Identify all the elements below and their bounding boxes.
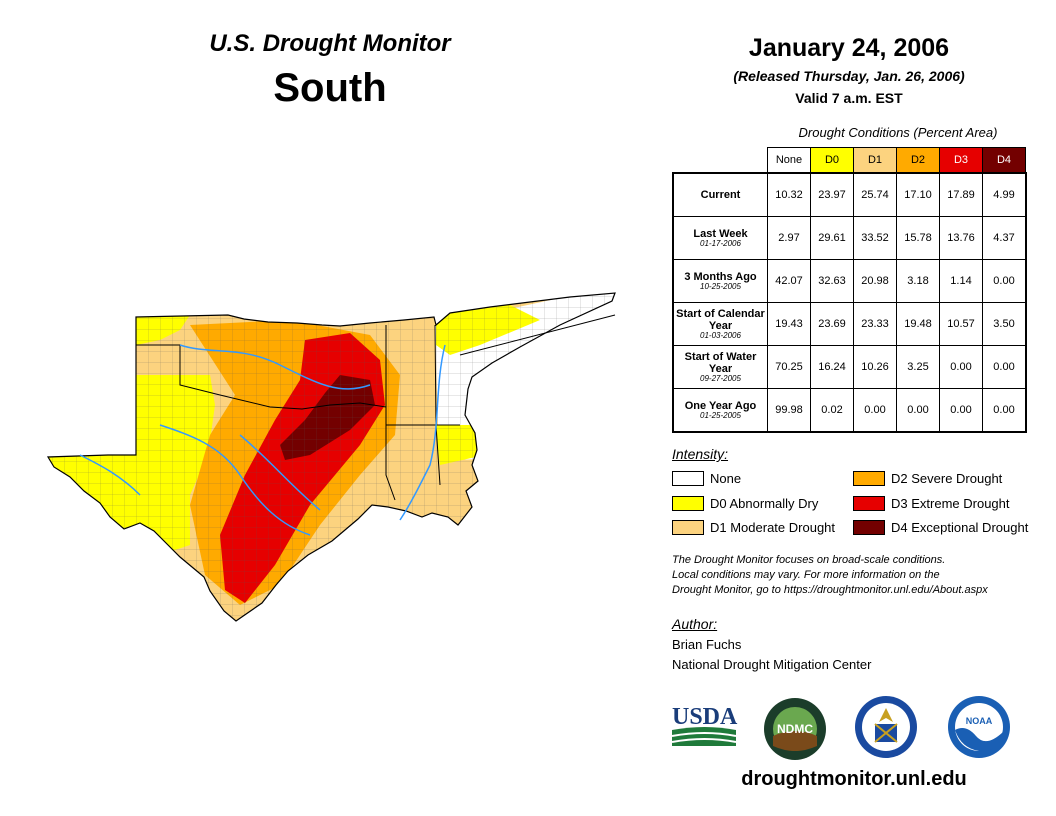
- drought-map: [46, 292, 616, 622]
- table-cell: 3.25: [896, 345, 940, 389]
- table-cell: 10.57: [939, 302, 983, 346]
- ok-tx-border: [136, 344, 387, 410]
- legend-item-d0: D0 Abnormally Dry: [672, 496, 818, 511]
- ndmc-logo: NDMC: [764, 698, 826, 760]
- col-header-d0: D0: [810, 147, 854, 173]
- row-label: 3 Months Ago 10-25-2005: [672, 259, 768, 303]
- table-cell: 15.78: [896, 216, 940, 260]
- table-cell: 19.43: [767, 302, 811, 346]
- col-header-d1: D1: [853, 147, 897, 173]
- svg-text:NDMC: NDMC: [777, 722, 813, 736]
- row-label: Start of Water Year 09-27-2005: [672, 345, 768, 389]
- table-cell: 0.00: [896, 388, 940, 433]
- legend-swatch: [672, 496, 704, 511]
- table-row: 3 Months Ago 10-25-2005 42.07 32.63 20.98 3.1…: [672, 259, 1027, 303]
- svg-text:NOAA: NOAA: [966, 716, 993, 726]
- legend-swatch: [672, 471, 704, 486]
- valid-time: Valid 7 a.m. EST: [795, 90, 903, 106]
- svg-text:USDA: USDA: [672, 704, 738, 730]
- legend-item-d2: D2 Severe Drought: [853, 471, 1002, 486]
- rio-grande: [79, 454, 141, 496]
- col-header-d4: D4: [982, 147, 1026, 173]
- col-header-d2: D2: [896, 147, 940, 173]
- red-river: [179, 344, 371, 390]
- legend-item-d4: D4 Exceptional Drought: [853, 520, 1028, 535]
- row-label: One Year Ago 01-25-2005: [672, 388, 768, 433]
- table-cell: 0.00: [939, 345, 983, 389]
- table-cell: 0.00: [982, 345, 1027, 389]
- table-cell: 17.10: [896, 172, 940, 217]
- legend-title: Intensity:: [672, 446, 729, 462]
- table-cell: 17.89: [939, 172, 983, 217]
- commerce-seal: [855, 696, 917, 758]
- mississippi-river: [399, 344, 446, 521]
- table-cell: 4.99: [982, 172, 1027, 217]
- ar-la-border: [385, 325, 396, 501]
- region-outline: [46, 292, 616, 622]
- table-cell: 19.48: [896, 302, 940, 346]
- row-label: Last Week 01-17-2006: [672, 216, 768, 260]
- table-cell: 99.98: [767, 388, 811, 433]
- table-cell: 70.25: [767, 345, 811, 389]
- table-cell: 0.00: [982, 388, 1027, 433]
- table-cell: 10.32: [767, 172, 811, 217]
- website-link[interactable]: droughtmonitor.unl.edu: [741, 768, 967, 790]
- map-title: U.S. Drought Monitor: [209, 30, 451, 57]
- table-cell: 0.02: [810, 388, 854, 433]
- region-title: South: [273, 66, 387, 110]
- table-cell: 3.18: [896, 259, 940, 303]
- row-label: Start of Calendar Year 01-03-2006: [672, 302, 768, 346]
- table-cell: 2.97: [767, 216, 811, 260]
- table-cell: 3.50: [982, 302, 1027, 346]
- conditions-table: Current 10.32 23.97 25.74 17.10 17.89 4.99 Last…: [672, 172, 1027, 433]
- table-cell: 42.07: [767, 259, 811, 303]
- about-link[interactable]: Drought Monitor, go to https://droughtmo…: [672, 584, 988, 596]
- release-date: (Released Thursday, Jan. 26, 2006): [733, 68, 965, 84]
- table-cell: 25.74: [853, 172, 897, 217]
- author-name: Brian Fuchs: [672, 637, 742, 652]
- table-cell: 0.00: [853, 388, 897, 433]
- row-label: Current: [672, 172, 768, 217]
- table-cell: 29.61: [810, 216, 854, 260]
- disclaimer-note: The Drought Monitor focuses on broad-sca…: [672, 553, 1042, 598]
- brazos-river: [159, 424, 311, 536]
- table-cell: 13.76: [939, 216, 983, 260]
- table-row: Start of Water Year 09-27-2005 70.25 16.24 1…: [672, 345, 1027, 389]
- legend-swatch: [672, 520, 704, 535]
- col-header-d3: D3: [939, 147, 983, 173]
- usda-logo: USDA: [671, 704, 738, 746]
- table-row: Last Week 01-17-2006 2.97 29.61 33.52 15.78 13…: [672, 216, 1027, 260]
- conditions-title: Drought Conditions (Percent Area): [798, 125, 998, 140]
- legend-item-none: None: [672, 471, 741, 486]
- trinity-river: [239, 434, 321, 511]
- noaa-logo: NOAA: [948, 696, 1010, 758]
- legend-item-d1: D1 Moderate Drought: [672, 520, 835, 535]
- table-cell: 0.00: [982, 259, 1027, 303]
- table-cell: 32.63: [810, 259, 854, 303]
- table-cell: 23.97: [810, 172, 854, 217]
- table-cell: 20.98: [853, 259, 897, 303]
- map-date: January 24, 2006: [748, 34, 950, 62]
- table-row: Start of Calendar Year 01-03-2006 19.43 23.…: [672, 302, 1027, 346]
- table-row: One Year Ago 01-25-2005 99.98 0.02 0.00 0.00 0…: [672, 388, 1027, 433]
- table-cell: 0.00: [939, 388, 983, 433]
- col-header-none: None: [767, 147, 811, 173]
- table-cell: 23.33: [853, 302, 897, 346]
- table-cell: 1.14: [939, 259, 983, 303]
- table-cell: 10.26: [853, 345, 897, 389]
- author-org: National Drought Mitigation Center: [672, 657, 872, 672]
- legend-swatch: [853, 496, 885, 511]
- legend-item-d3: D3 Extreme Drought: [853, 496, 1010, 511]
- table-cell: 16.24: [810, 345, 854, 389]
- author-heading: Author:: [672, 616, 718, 632]
- legend-swatch: [853, 520, 885, 535]
- table-cell: 4.37: [982, 216, 1027, 260]
- table-cell: 33.52: [853, 216, 897, 260]
- table-row: Current 10.32 23.97 25.74 17.10 17.89 4.99: [672, 172, 1027, 217]
- conditions-header: None D0 D1 D2 D3 D4: [767, 147, 1026, 173]
- tn-border: [459, 314, 616, 356]
- table-cell: 23.69: [810, 302, 854, 346]
- legend-swatch: [853, 471, 885, 486]
